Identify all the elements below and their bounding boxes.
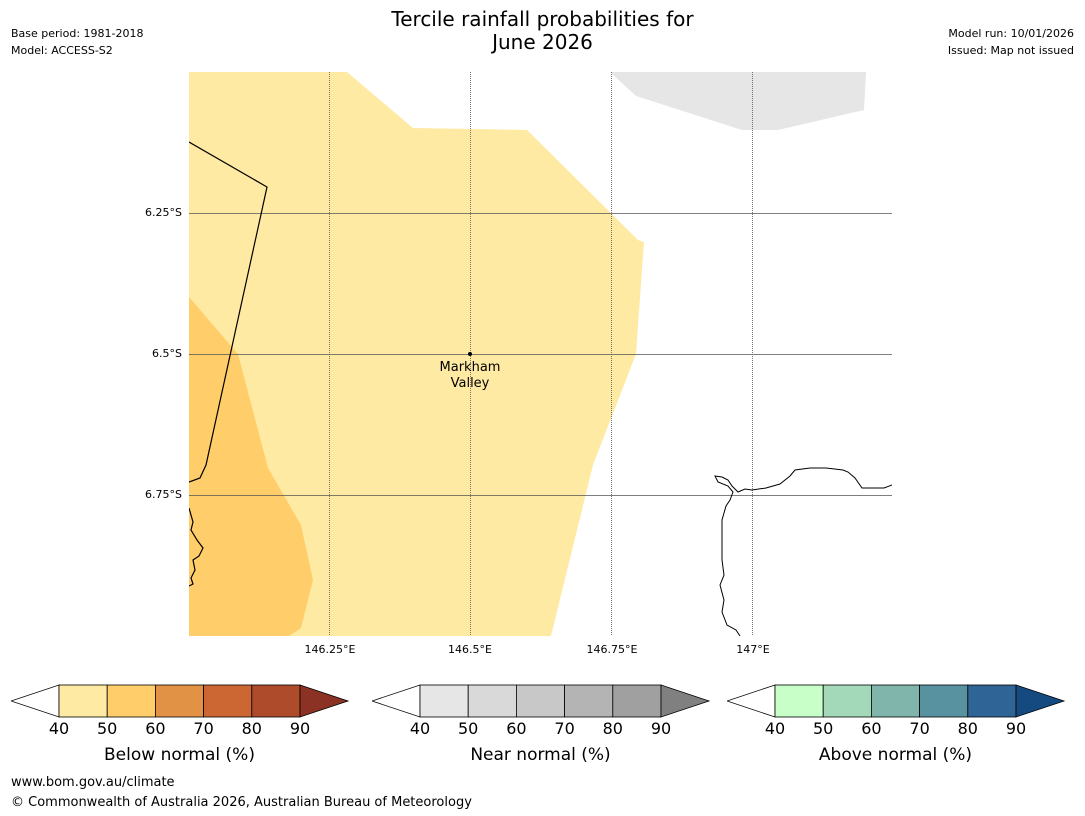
footer-url: www.bom.gov.au/climate	[11, 775, 175, 790]
near-normal-segment-60-70	[515, 684, 565, 718]
near-normal-tick-60: 60	[506, 719, 527, 738]
model-text: Model: ACCESS-S2	[11, 44, 113, 57]
above-normal-tick-50: 50	[813, 719, 834, 738]
below-normal-segment-40-50	[58, 684, 108, 718]
below-normal-under-triangle	[11, 684, 60, 718]
above-normal-tick-40: 40	[764, 719, 786, 738]
below-normal-40-50-region	[189, 72, 644, 636]
below-normal-colorbar-label: Below normal (%)	[104, 745, 255, 765]
above-normal-tick-90: 90	[1005, 719, 1027, 738]
near-normal-segment-70-80	[564, 684, 614, 718]
map-title: Tercile rainfall probabilities for June …	[0, 8, 1085, 54]
near-normal-colorbar	[372, 684, 711, 718]
above-normal-colorbar-label: Above normal (%)	[818, 745, 973, 765]
near-normal-tick-40: 40	[409, 719, 431, 738]
above-normal-colorbar	[727, 684, 1066, 718]
below-normal-tick-50: 50	[97, 719, 118, 738]
near-normal-40-50-region	[610, 72, 866, 130]
map-title-line1: Tercile rainfall probabilities for	[391, 7, 694, 31]
near-normal-segment-40-50	[419, 684, 469, 718]
near-normal-segment-80-90	[612, 684, 662, 718]
above-normal-segment-80-90	[967, 684, 1017, 718]
lat-label-6-75: 6.75°S	[145, 488, 182, 501]
near-normal-tick-70: 70	[554, 719, 575, 738]
below-normal-over-triangle	[299, 684, 350, 718]
forecast-map	[189, 72, 892, 636]
near-normal-colorbar-label: Near normal (%)	[470, 745, 611, 765]
above-normal-segment-70-80	[919, 684, 969, 718]
near-normal-tick-50: 50	[458, 719, 479, 738]
eastern-coastline	[714, 467, 892, 636]
below-normal-50-60-region	[189, 297, 313, 636]
above-normal-over-triangle	[1015, 684, 1066, 718]
below-normal-tick-70: 70	[193, 719, 214, 738]
location-marker	[468, 352, 472, 356]
place-label: Markham Valley	[420, 360, 520, 392]
model-run-text: Model run: 10/01/2026	[948, 27, 1074, 40]
latitude-gridlines	[189, 213, 892, 496]
above-normal-segment-40-50	[774, 684, 824, 718]
above-normal-tick-60: 60	[861, 719, 882, 738]
province-boundary	[189, 141, 268, 483]
near-normal-tick-80: 80	[602, 719, 623, 738]
below-normal-tick-80: 80	[241, 719, 262, 738]
below-normal-tick-40: 40	[48, 719, 70, 738]
western-coastline	[189, 507, 204, 587]
below-normal-colorbar	[11, 684, 350, 718]
above-normal-under-triangle	[727, 684, 776, 718]
near-normal-over-triangle	[660, 684, 711, 718]
place-label-line2: Valley	[450, 376, 490, 391]
above-normal-tick-70: 70	[909, 719, 930, 738]
above-normal-tick-80: 80	[957, 719, 978, 738]
below-normal-segment-80-90	[251, 684, 301, 718]
lon-label-146-5: 146.5°E	[448, 643, 492, 656]
near-normal-segment-50-60	[467, 684, 517, 718]
issued-text: Issued: Map not issued	[947, 44, 1074, 57]
footer-copyright: © Commonwealth of Australia 2026, Austra…	[11, 795, 472, 810]
near-normal-tick-90: 90	[650, 719, 672, 738]
map-title-line2: June 2026	[492, 30, 593, 54]
above-normal-segment-50-60	[822, 684, 872, 718]
lat-label-6-25: 6.25°S	[145, 206, 182, 219]
below-normal-segment-60-70	[154, 684, 204, 718]
below-normal-segment-50-60	[106, 684, 156, 718]
lat-label-6-5: 6.5°S	[152, 347, 182, 360]
lon-label-146-75: 146.75°E	[586, 643, 638, 656]
above-normal-segment-60-70	[870, 684, 920, 718]
lon-label-147: 147°E	[736, 643, 770, 656]
base-period-text: Base period: 1981-2018	[11, 27, 144, 40]
lon-label-146-25: 146.25°E	[304, 643, 356, 656]
below-normal-tick-60: 60	[145, 719, 166, 738]
below-normal-tick-90: 90	[289, 719, 311, 738]
place-label-line1: Markham	[439, 360, 501, 375]
near-normal-under-triangle	[372, 684, 421, 718]
below-normal-segment-70-80	[203, 684, 253, 718]
